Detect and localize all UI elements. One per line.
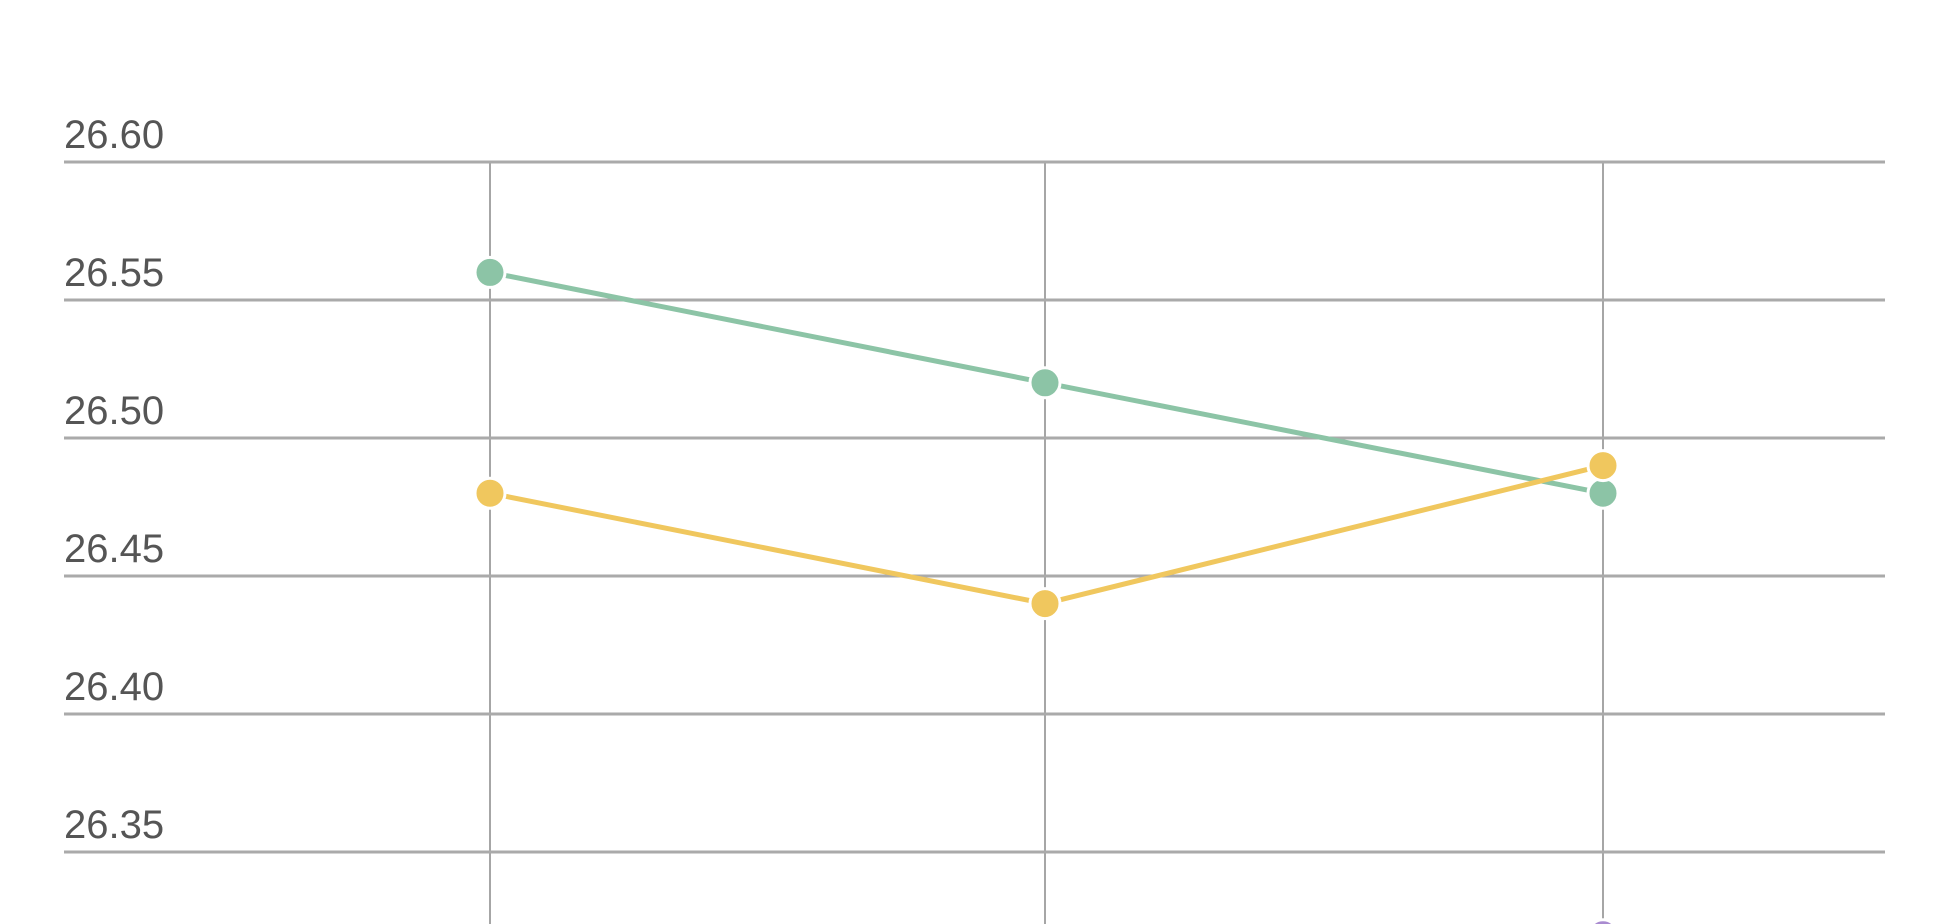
data-point-0 [1028,366,1062,400]
series-line-1 [489,463,1604,607]
data-point-2 [1590,918,1616,924]
y-tick-label: 26.45 [64,527,164,571]
y-tick-label: 26.40 [64,665,164,709]
data-point-1 [473,476,507,510]
data-point-1 [1586,449,1620,483]
y-tick-label: 26.35 [64,803,164,847]
y-tick-label: 26.50 [64,389,164,433]
y-tick-label: 26.55 [64,251,164,295]
y-tick-label: 26.60 [64,113,164,157]
data-point-0 [1586,476,1620,510]
data-point-1 [1028,587,1062,621]
data-point-0 [473,255,507,289]
